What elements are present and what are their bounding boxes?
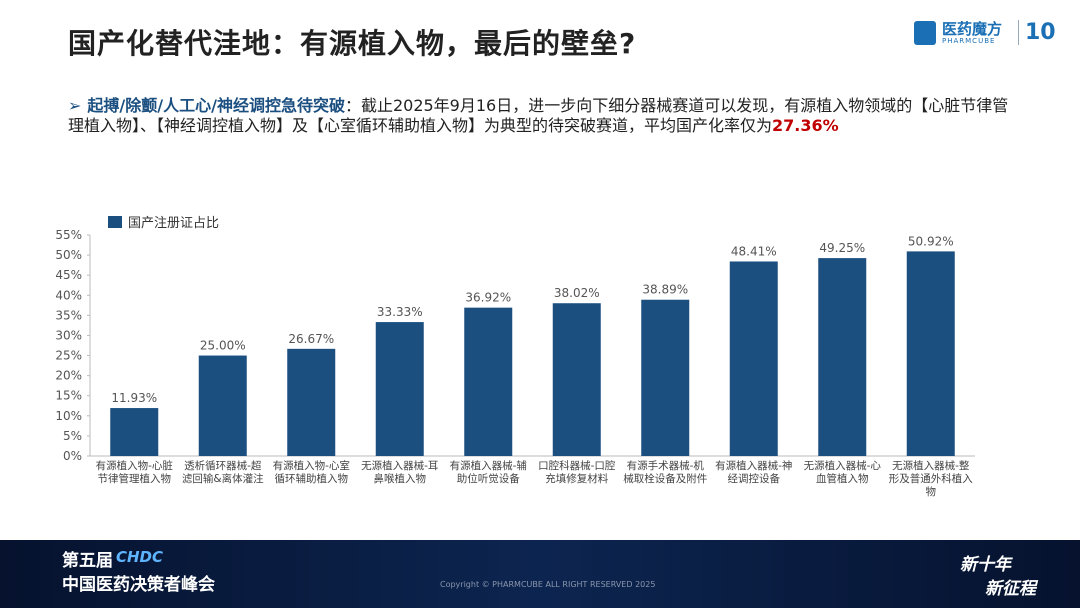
logo-brand: 医药魔方 — [942, 20, 1003, 38]
slide-title: 国产化替代洼地：有源植入物，最后的壁垒? — [68, 27, 637, 60]
data-label: 26.67% — [288, 332, 334, 346]
x-tick-label: 有源植入物-心脏节律管理植入物 — [95, 460, 173, 485]
data-label: 38.89% — [642, 283, 688, 297]
y-tick-label: 15% — [55, 389, 82, 403]
y-tick-label: 50% — [55, 248, 82, 262]
y-tick-label: 5% — [63, 429, 82, 443]
data-label: 49.25% — [819, 241, 865, 255]
logo-sub: PHARMCUBE — [942, 37, 996, 45]
bar — [906, 251, 955, 456]
data-label: 25.00% — [200, 339, 246, 353]
x-tick-label: 无源植入器械-心血管植入物 — [803, 460, 881, 485]
footer-summit: 中国医药决策者峰会 — [62, 575, 215, 595]
bullet-text: ➢ 起搏/除颤/人工心/神经调控急待突破：截止2025年9月16日，进一步向下细分… — [68, 96, 1018, 136]
x-tick-label: 有源植入物-心室循环辅助植入物 — [272, 460, 350, 485]
y-tick-label: 25% — [55, 349, 82, 363]
y-tick-label: 0% — [63, 449, 82, 463]
footer-edition: 第五届 — [62, 551, 113, 571]
x-tick-label: 有源植入器械-辅助位听觉设备 — [449, 460, 527, 485]
bullet-marker: ➢ — [68, 96, 82, 115]
footer-slogan: 新征程 — [985, 579, 1036, 599]
bar — [552, 303, 601, 456]
y-tick-label: 55% — [55, 228, 82, 242]
x-tick-label: 有源手术器械-机械取栓设备及附件 — [623, 460, 708, 485]
bar — [818, 258, 867, 456]
y-tick-label: 45% — [55, 268, 82, 282]
footer-slogan: 新十年 — [960, 555, 1011, 575]
data-label: 36.92% — [465, 291, 511, 305]
bar — [198, 355, 247, 456]
chart: 0% 5% 10% 15% 20% 25% 30% 35% 40% 45% 50% 55% 国产注册证占… — [55, 216, 975, 463]
y-tick-label: 10% — [55, 409, 82, 423]
data-label: 48.41% — [731, 244, 777, 258]
bar — [375, 322, 424, 456]
legend-swatch — [108, 216, 122, 228]
x-tick-label: 无源植入器械-耳鼻喉植入物 — [361, 460, 439, 485]
footer-copyright: Copyright © PHARMCUBE ALL RIGHT RESERVED… — [440, 580, 656, 589]
bullet-body: ：截止2025年9月16日，进一步向下细分器械赛道可以发现，有源植入物领域的【心… — [68, 96, 1009, 135]
y-tick-label: 35% — [55, 308, 82, 322]
data-label: 50.92% — [908, 234, 954, 248]
logo-icon — [914, 21, 936, 45]
x-tick-label: 无源植入器械-整形及普通外科植入物 — [888, 460, 973, 498]
bar — [287, 348, 336, 456]
y-tick-label: 20% — [55, 369, 82, 383]
bar — [110, 408, 159, 456]
x-tick-label: 透析循环器械-超滤回输&离体灌注 — [181, 460, 264, 485]
data-label: 38.02% — [554, 286, 600, 300]
data-label: 33.33% — [377, 305, 423, 319]
bullet-emphasis: 27.36% — [772, 116, 839, 135]
logo-badge: 10 — [1018, 20, 1056, 45]
y-tick-label: 30% — [55, 328, 82, 342]
bar — [641, 299, 690, 456]
data-label: 11.93% — [111, 391, 157, 405]
x-tick-label: 口腔科器械-口腔充填修复材料 — [538, 460, 616, 485]
legend-label: 国产注册证占比 — [128, 216, 219, 231]
bar — [464, 307, 513, 456]
footer: 第五届 CHDC 中国医药决策者峰会 Copyright © PHARMCUBE… — [0, 540, 1080, 608]
logo: 医药魔方 PHARMCUBE 10 — [914, 18, 1056, 50]
y-tick-label: 40% — [55, 288, 82, 302]
footer-brand: CHDC — [116, 548, 164, 566]
bar — [729, 261, 778, 456]
x-tick-label: 有源植入器械-神经调控设备 — [715, 460, 793, 485]
bullet-highlight: 起搏/除颤/人工心/神经调控急待突破 — [87, 96, 345, 115]
